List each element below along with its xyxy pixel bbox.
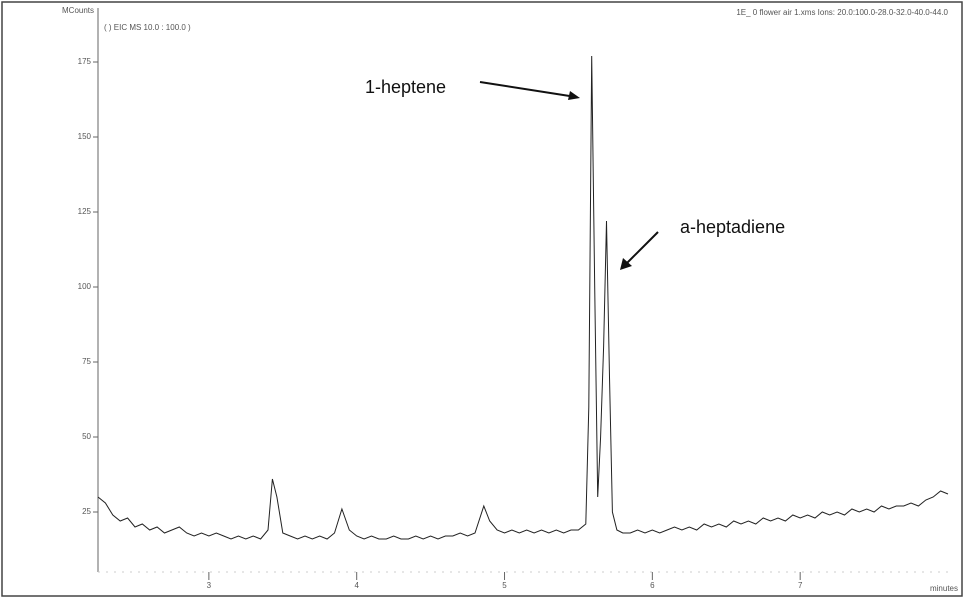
y-tick-label: 150: [78, 132, 92, 141]
y-tick-label: 125: [78, 207, 92, 216]
x-tick-label: 7: [798, 581, 803, 590]
y-axis-label: MCounts: [62, 6, 94, 15]
y-tick-label: 50: [82, 432, 91, 441]
x-axis-label: minutes: [930, 584, 958, 593]
x-tick-label: 5: [502, 581, 507, 590]
y-tick-label: 175: [78, 57, 92, 66]
title: 1E_ 0 flower air 1.xms Ions: 20.0:100.0-…: [736, 8, 948, 17]
y-tick-label: 100: [78, 282, 92, 291]
subtitle: ( ) EIC MS 10.0 : 100.0 ): [104, 23, 191, 32]
y-tick-label: 25: [82, 507, 91, 516]
x-tick-label: 3: [207, 581, 212, 590]
trace: [97, 55, 949, 540]
arrow-head: [620, 258, 632, 270]
annotation-arrow: [623, 231, 659, 267]
x-tick-label: 4: [354, 581, 359, 590]
annotation-arrow: [479, 81, 577, 98]
annotation: 1-heptene: [365, 77, 446, 97]
annotation: a-heptadiene: [680, 217, 785, 237]
y-tick-label: 75: [82, 357, 91, 366]
x-tick-label: 6: [650, 581, 655, 590]
arrow-head: [568, 91, 580, 100]
